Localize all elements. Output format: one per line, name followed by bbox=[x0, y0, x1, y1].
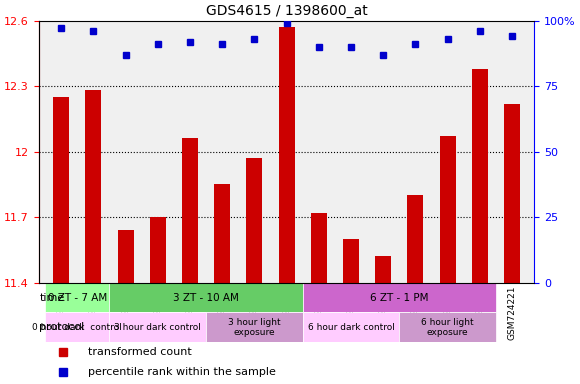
Text: percentile rank within the sample: percentile rank within the sample bbox=[88, 367, 276, 377]
FancyBboxPatch shape bbox=[45, 313, 110, 343]
FancyBboxPatch shape bbox=[303, 283, 496, 313]
Bar bbox=[214, 184, 230, 283]
Bar bbox=[53, 97, 69, 283]
Text: time: time bbox=[39, 293, 64, 303]
Bar bbox=[472, 69, 488, 283]
FancyBboxPatch shape bbox=[206, 313, 303, 343]
Text: transformed count: transformed count bbox=[88, 347, 192, 357]
Text: 0 hour dark  control: 0 hour dark control bbox=[32, 323, 122, 332]
Bar bbox=[150, 217, 166, 283]
FancyBboxPatch shape bbox=[399, 313, 496, 343]
FancyBboxPatch shape bbox=[45, 283, 110, 313]
Bar bbox=[278, 27, 295, 283]
Text: protocol: protocol bbox=[39, 323, 85, 333]
Bar bbox=[311, 213, 327, 283]
Text: 3 ZT - 10 AM: 3 ZT - 10 AM bbox=[173, 293, 239, 303]
FancyBboxPatch shape bbox=[303, 313, 399, 343]
FancyBboxPatch shape bbox=[110, 283, 303, 313]
Text: 0 ZT - 7 AM: 0 ZT - 7 AM bbox=[48, 293, 107, 303]
Bar bbox=[504, 104, 520, 283]
Bar bbox=[246, 158, 262, 283]
Bar bbox=[182, 139, 198, 283]
Bar bbox=[440, 136, 456, 283]
Bar bbox=[343, 239, 359, 283]
Text: 3 hour dark control: 3 hour dark control bbox=[114, 323, 201, 332]
Bar bbox=[375, 257, 391, 283]
FancyBboxPatch shape bbox=[110, 313, 206, 343]
Title: GDS4615 / 1398600_at: GDS4615 / 1398600_at bbox=[206, 4, 368, 18]
Text: 3 hour light
exposure: 3 hour light exposure bbox=[228, 318, 281, 337]
Text: 6 hour dark control: 6 hour dark control bbox=[307, 323, 394, 332]
Bar bbox=[118, 230, 133, 283]
Bar bbox=[407, 195, 423, 283]
Bar bbox=[85, 91, 101, 283]
Text: 6 ZT - 1 PM: 6 ZT - 1 PM bbox=[370, 293, 429, 303]
Text: 6 hour light
exposure: 6 hour light exposure bbox=[421, 318, 474, 337]
